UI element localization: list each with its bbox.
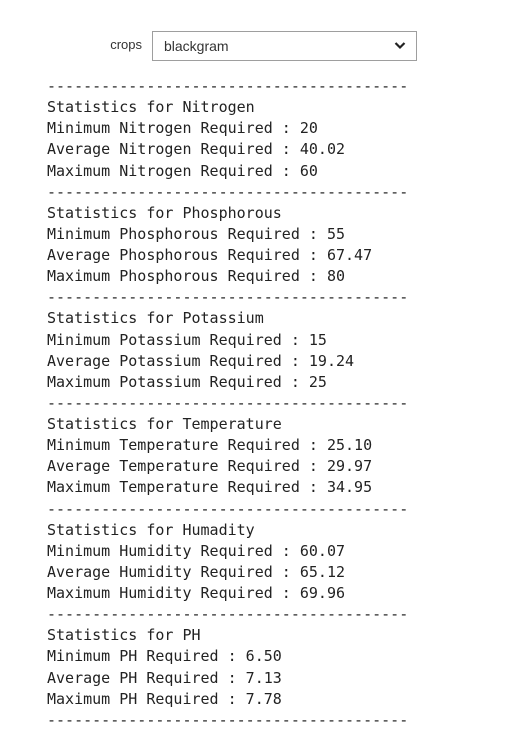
stat-line: Maximum Potassium Required : 25 (47, 372, 327, 391)
stat-line: Maximum Nitrogen Required : 60 (47, 161, 318, 180)
stat-line: Minimum Phosphorous Required : 55 (47, 224, 346, 243)
stat-line: Minimum Potassium Required : 15 (47, 330, 327, 349)
section-heading: Statistics for PH (47, 626, 201, 645)
separator: ---------------------------------------- (47, 710, 409, 729)
separator: ---------------------------------------- (47, 182, 409, 201)
stat-line: Average Nitrogen Required : 40.02 (47, 140, 346, 159)
stat-line: Average Humidity Required : 65.12 (47, 562, 346, 581)
section-heading: Statistics for Temperature (47, 415, 282, 433)
stat-line: Maximum Temperature Required : 34.95 (47, 478, 373, 497)
section-heading: Statistics for Humadity (47, 520, 255, 539)
separator: ---------------------------------------- (47, 393, 409, 412)
stat-line: Average Temperature Required : 29.97 (47, 457, 373, 476)
separator: ---------------------------------------- (47, 605, 409, 624)
stat-line: Minimum Temperature Required : 25.10 (47, 436, 373, 455)
stat-line: Minimum Nitrogen Required : 20 (47, 119, 318, 138)
section-heading: Statistics for Phosphorous (47, 203, 282, 222)
dropdown-value: blackgram (164, 38, 229, 54)
separator: ---------------------------------------- (47, 77, 409, 95)
stat-line: Average Potassium Required : 19.24 (47, 351, 355, 370)
separator: ---------------------------------------- (47, 288, 409, 307)
stat-line: Minimum PH Required : 6.50 (47, 647, 282, 666)
section-heading: Statistics for Potassium (47, 309, 264, 328)
stat-line: Average Phosphorous Required : 67.47 (47, 246, 373, 264)
separator: ---------------------------------------- (47, 499, 409, 518)
stat-line: Maximum Phosphorous Required : 80 (47, 267, 346, 286)
section-heading: Statistics for Nitrogen (47, 98, 255, 117)
dropdown-label: crops (110, 37, 142, 52)
stat-line: Maximum PH Required : 7.78 (47, 689, 282, 708)
stat-line: Minimum Humidity Required : 60.07 (47, 541, 346, 560)
dropdown-arrow (394, 42, 406, 50)
text-output: ----------------------------------------… (47, 76, 408, 731)
stat-line: Maximum Humidity Required : 69.96 (47, 584, 346, 602)
stat-line: Average PH Required : 7.13 (47, 668, 282, 687)
crop-dropdown[interactable]: blackgram (152, 31, 417, 61)
